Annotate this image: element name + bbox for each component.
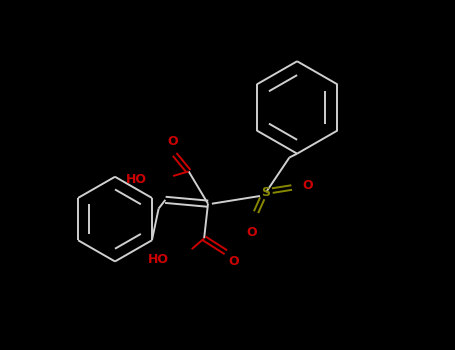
Text: O: O: [303, 180, 313, 193]
Text: HO: HO: [147, 253, 168, 266]
Text: O: O: [168, 135, 178, 148]
Text: S: S: [262, 186, 271, 199]
Text: O: O: [247, 226, 258, 239]
Text: O: O: [228, 255, 239, 268]
Text: HO: HO: [126, 173, 147, 186]
